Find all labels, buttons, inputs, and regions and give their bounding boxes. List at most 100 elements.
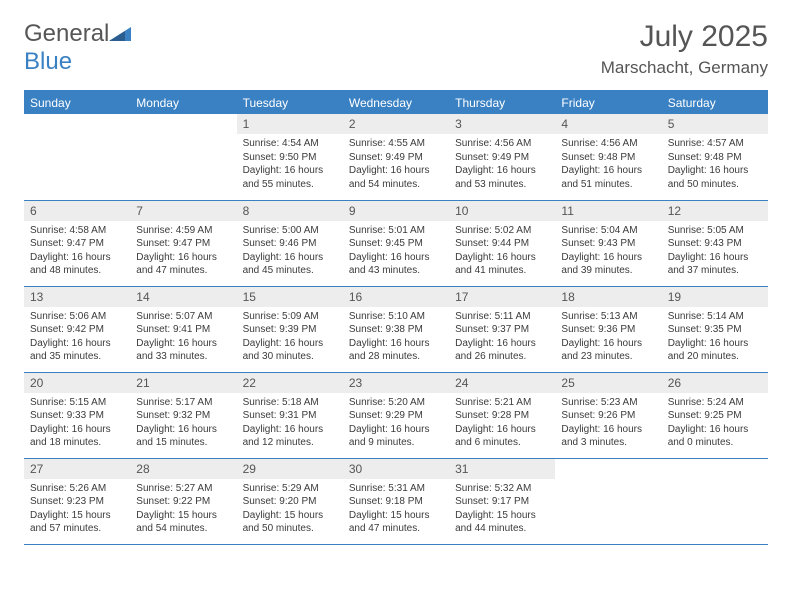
sunset-line: Sunset: 9:35 PM — [668, 323, 762, 337]
calendar-row: 6Sunrise: 4:58 AMSunset: 9:47 PMDaylight… — [24, 200, 768, 286]
daylight-line: Daylight: 16 hours and 12 minutes. — [243, 423, 337, 450]
logo-triangle-icon — [109, 20, 131, 48]
daylight-line: Daylight: 16 hours and 55 minutes. — [243, 164, 337, 191]
sunrise-line: Sunrise: 4:56 AM — [561, 137, 655, 151]
sunrise-line: Sunrise: 4:59 AM — [136, 224, 230, 238]
sunset-line: Sunset: 9:41 PM — [136, 323, 230, 337]
daylight-line: Daylight: 16 hours and 3 minutes. — [561, 423, 655, 450]
calendar-header-row: SundayMondayTuesdayWednesdayThursdayFrid… — [24, 91, 768, 114]
day-number: 16 — [343, 287, 449, 307]
day-number: 28 — [130, 459, 236, 479]
day-content: Sunrise: 5:06 AMSunset: 9:42 PMDaylight:… — [24, 307, 130, 368]
day-content: Sunrise: 5:29 AMSunset: 9:20 PMDaylight:… — [237, 479, 343, 540]
day-number: 26 — [662, 373, 768, 393]
sunrise-line: Sunrise: 5:23 AM — [561, 396, 655, 410]
day-content: Sunrise: 5:24 AMSunset: 9:25 PMDaylight:… — [662, 393, 768, 454]
sunset-line: Sunset: 9:29 PM — [349, 409, 443, 423]
calendar-cell: 12Sunrise: 5:05 AMSunset: 9:43 PMDayligh… — [662, 200, 768, 286]
day-content: Sunrise: 5:18 AMSunset: 9:31 PMDaylight:… — [237, 393, 343, 454]
calendar-cell: 30Sunrise: 5:31 AMSunset: 9:18 PMDayligh… — [343, 458, 449, 544]
daylight-line: Daylight: 16 hours and 39 minutes. — [561, 251, 655, 278]
calendar-cell: 1Sunrise: 4:54 AMSunset: 9:50 PMDaylight… — [237, 114, 343, 200]
calendar-cell: 21Sunrise: 5:17 AMSunset: 9:32 PMDayligh… — [130, 372, 236, 458]
day-content: Sunrise: 5:17 AMSunset: 9:32 PMDaylight:… — [130, 393, 236, 454]
sunset-line: Sunset: 9:49 PM — [455, 151, 549, 165]
sunset-line: Sunset: 9:36 PM — [561, 323, 655, 337]
sunrise-line: Sunrise: 5:11 AM — [455, 310, 549, 324]
day-content: Sunrise: 4:58 AMSunset: 9:47 PMDaylight:… — [24, 221, 130, 282]
day-number: 4 — [555, 114, 661, 134]
daylight-line: Daylight: 16 hours and 28 minutes. — [349, 337, 443, 364]
day-number: 5 — [662, 114, 768, 134]
calendar-cell: 19Sunrise: 5:14 AMSunset: 9:35 PMDayligh… — [662, 286, 768, 372]
day-content: Sunrise: 5:11 AMSunset: 9:37 PMDaylight:… — [449, 307, 555, 368]
calendar-cell: 3Sunrise: 4:56 AMSunset: 9:49 PMDaylight… — [449, 114, 555, 200]
daylight-line: Daylight: 15 hours and 57 minutes. — [30, 509, 124, 536]
calendar-cell: 27Sunrise: 5:26 AMSunset: 9:23 PMDayligh… — [24, 458, 130, 544]
sunset-line: Sunset: 9:22 PM — [136, 495, 230, 509]
daylight-line: Daylight: 16 hours and 23 minutes. — [561, 337, 655, 364]
sunset-line: Sunset: 9:37 PM — [455, 323, 549, 337]
sunrise-line: Sunrise: 5:07 AM — [136, 310, 230, 324]
sunrise-line: Sunrise: 5:10 AM — [349, 310, 443, 324]
calendar-cell: 18Sunrise: 5:13 AMSunset: 9:36 PMDayligh… — [555, 286, 661, 372]
day-content: Sunrise: 4:56 AMSunset: 9:49 PMDaylight:… — [449, 134, 555, 195]
weekday-header: Sunday — [24, 91, 130, 114]
calendar-cell: 28Sunrise: 5:27 AMSunset: 9:22 PMDayligh… — [130, 458, 236, 544]
day-content: Sunrise: 5:32 AMSunset: 9:17 PMDaylight:… — [449, 479, 555, 540]
sunset-line: Sunset: 9:45 PM — [349, 237, 443, 251]
day-number: 13 — [24, 287, 130, 307]
calendar-row: ....1Sunrise: 4:54 AMSunset: 9:50 PMDayl… — [24, 114, 768, 200]
calendar-cell: 22Sunrise: 5:18 AMSunset: 9:31 PMDayligh… — [237, 372, 343, 458]
sunrise-line: Sunrise: 5:00 AM — [243, 224, 337, 238]
daylight-line: Daylight: 15 hours and 50 minutes. — [243, 509, 337, 536]
sunrise-line: Sunrise: 5:04 AM — [561, 224, 655, 238]
day-content: Sunrise: 5:02 AMSunset: 9:44 PMDaylight:… — [449, 221, 555, 282]
sunrise-line: Sunrise: 5:15 AM — [30, 396, 124, 410]
logo-word2: Blue — [24, 48, 72, 75]
calendar-cell: 31Sunrise: 5:32 AMSunset: 9:17 PMDayligh… — [449, 458, 555, 544]
sunset-line: Sunset: 9:32 PM — [136, 409, 230, 423]
calendar-cell: 7Sunrise: 4:59 AMSunset: 9:47 PMDaylight… — [130, 200, 236, 286]
day-number: 10 — [449, 201, 555, 221]
day-number: 24 — [449, 373, 555, 393]
calendar-cell: .. — [130, 114, 236, 200]
day-content: Sunrise: 5:07 AMSunset: 9:41 PMDaylight:… — [130, 307, 236, 368]
day-number: 7 — [130, 201, 236, 221]
day-content: Sunrise: 4:57 AMSunset: 9:48 PMDaylight:… — [662, 134, 768, 195]
sunrise-line: Sunrise: 4:58 AM — [30, 224, 124, 238]
sunset-line: Sunset: 9:39 PM — [243, 323, 337, 337]
sunrise-line: Sunrise: 5:17 AM — [136, 396, 230, 410]
day-number: 3 — [449, 114, 555, 134]
sunset-line: Sunset: 9:23 PM — [30, 495, 124, 509]
sunrise-line: Sunrise: 5:29 AM — [243, 482, 337, 496]
calendar-cell: 24Sunrise: 5:21 AMSunset: 9:28 PMDayligh… — [449, 372, 555, 458]
calendar-cell: 10Sunrise: 5:02 AMSunset: 9:44 PMDayligh… — [449, 200, 555, 286]
day-content: Sunrise: 5:27 AMSunset: 9:22 PMDaylight:… — [130, 479, 236, 540]
daylight-line: Daylight: 16 hours and 20 minutes. — [668, 337, 762, 364]
day-content: Sunrise: 5:26 AMSunset: 9:23 PMDaylight:… — [24, 479, 130, 540]
sunrise-line: Sunrise: 5:18 AM — [243, 396, 337, 410]
sunset-line: Sunset: 9:43 PM — [561, 237, 655, 251]
day-content: Sunrise: 5:00 AMSunset: 9:46 PMDaylight:… — [237, 221, 343, 282]
calendar-cell: 4Sunrise: 4:56 AMSunset: 9:48 PMDaylight… — [555, 114, 661, 200]
sunset-line: Sunset: 9:33 PM — [30, 409, 124, 423]
day-number: 27 — [24, 459, 130, 479]
day-number: 31 — [449, 459, 555, 479]
day-content: Sunrise: 5:01 AMSunset: 9:45 PMDaylight:… — [343, 221, 449, 282]
sunset-line: Sunset: 9:49 PM — [349, 151, 443, 165]
calendar-cell: 29Sunrise: 5:29 AMSunset: 9:20 PMDayligh… — [237, 458, 343, 544]
page-header: General Blue July 2025 Marschacht, Germa… — [24, 20, 768, 78]
location: Marschacht, Germany — [601, 58, 768, 78]
sunrise-line: Sunrise: 5:32 AM — [455, 482, 549, 496]
day-number: 12 — [662, 201, 768, 221]
day-number: 6 — [24, 201, 130, 221]
daylight-line: Daylight: 15 hours and 44 minutes. — [455, 509, 549, 536]
daylight-line: Daylight: 16 hours and 54 minutes. — [349, 164, 443, 191]
sunrise-line: Sunrise: 4:55 AM — [349, 137, 443, 151]
daylight-line: Daylight: 16 hours and 30 minutes. — [243, 337, 337, 364]
sunset-line: Sunset: 9:18 PM — [349, 495, 443, 509]
weekday-header: Thursday — [449, 91, 555, 114]
sunrise-line: Sunrise: 4:57 AM — [668, 137, 762, 151]
day-number: 14 — [130, 287, 236, 307]
